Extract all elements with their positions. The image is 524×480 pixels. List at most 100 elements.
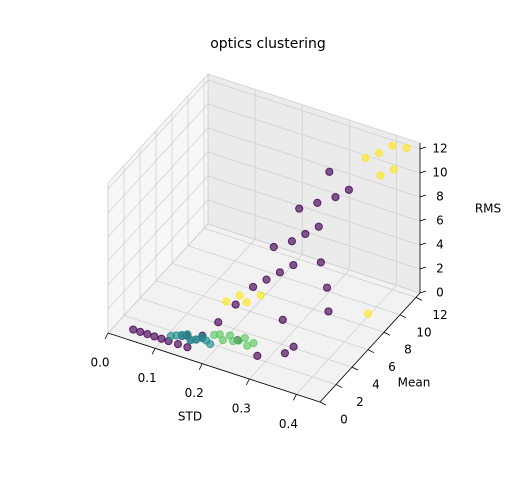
grid-line — [107, 103, 209, 214]
x-tick — [245, 378, 250, 386]
point — [325, 167, 334, 176]
point — [136, 327, 145, 336]
x-tick-label: 0.1 — [138, 371, 157, 385]
z-tick-label: 8 — [436, 190, 444, 204]
point — [269, 242, 278, 252]
y-axis-label: Mean — [398, 376, 431, 390]
point — [324, 307, 333, 316]
z-axis-label: RMS — [475, 202, 501, 216]
point — [150, 332, 159, 341]
z-tick — [419, 194, 427, 198]
grid-line — [203, 227, 417, 298]
grid-line — [123, 315, 337, 385]
point — [214, 318, 223, 327]
z-tick — [419, 266, 427, 270]
y-tick-label: 2 — [356, 395, 364, 409]
z-tick — [419, 242, 427, 246]
point — [361, 153, 370, 162]
point — [143, 330, 152, 339]
z-tick-label: 0 — [436, 286, 444, 300]
grid-line — [207, 151, 421, 222]
point — [313, 198, 322, 207]
point — [235, 291, 244, 300]
z-tick-label: 2 — [436, 262, 444, 276]
y-tick — [319, 401, 327, 406]
z-tick — [419, 290, 427, 294]
point — [374, 148, 384, 158]
y-tick-label: 8 — [404, 343, 412, 357]
point — [231, 300, 240, 309]
y-tick — [383, 331, 391, 336]
y-tick — [399, 314, 407, 319]
grid-line — [107, 223, 209, 334]
grid-line — [207, 79, 421, 150]
x-axis-label: STD — [178, 410, 202, 424]
point — [256, 291, 265, 300]
grid-line — [154, 239, 256, 349]
x-tick — [151, 348, 156, 355]
z-tick-label: 4 — [436, 238, 444, 252]
x-tick-label: 0.3 — [232, 402, 251, 416]
y-tick-label: 10 — [416, 325, 431, 339]
grid-line — [107, 175, 209, 286]
point — [222, 297, 231, 306]
point — [240, 333, 249, 343]
point — [363, 309, 373, 318]
point — [173, 340, 183, 349]
y-tick — [415, 297, 423, 301]
point — [249, 339, 258, 348]
point — [218, 336, 227, 345]
x-tick — [198, 363, 203, 370]
grid-line — [296, 285, 397, 395]
grid-line — [201, 254, 303, 364]
point — [322, 283, 332, 292]
grid-line — [207, 103, 421, 174]
grid-line — [207, 199, 421, 270]
z-tick-label: 6 — [436, 214, 444, 228]
point — [253, 351, 262, 360]
point — [248, 282, 258, 292]
point — [331, 193, 340, 202]
grid-line — [139, 297, 353, 368]
point — [388, 141, 397, 150]
x-tick-label: 0.2 — [185, 386, 204, 400]
point — [242, 298, 251, 307]
point — [314, 222, 323, 231]
point — [183, 343, 192, 352]
y-tick — [367, 349, 375, 354]
y-tick-label: 6 — [388, 360, 396, 374]
x-tick-label: 0.4 — [279, 417, 298, 431]
grid-line — [207, 175, 421, 246]
point — [402, 143, 411, 152]
point — [316, 258, 325, 267]
chart-title: optics clustering — [210, 36, 326, 52]
y-tick — [335, 384, 343, 388]
point — [289, 260, 298, 270]
y-tick — [351, 366, 359, 371]
point — [157, 334, 166, 343]
grid-line — [107, 151, 209, 262]
point — [295, 204, 304, 213]
point — [278, 315, 287, 325]
point — [287, 237, 297, 246]
y-tick-label: 0 — [340, 413, 348, 427]
grid-line — [207, 223, 421, 294]
point — [129, 325, 138, 334]
grid-line — [249, 269, 350, 380]
grid-line — [107, 127, 209, 238]
point — [376, 171, 385, 180]
x-tick-label: 0.0 — [90, 356, 109, 370]
grid-line — [155, 280, 369, 351]
point — [280, 349, 289, 358]
z-tick-label: 12 — [432, 142, 447, 156]
point — [289, 342, 298, 351]
z-tick — [419, 146, 427, 150]
point — [389, 165, 398, 174]
z-tick — [419, 218, 427, 222]
x-tick — [293, 394, 297, 401]
grid-line — [171, 262, 385, 333]
point — [301, 229, 310, 239]
y-tick-label: 4 — [372, 378, 380, 392]
z-tick-label: 10 — [432, 166, 447, 180]
